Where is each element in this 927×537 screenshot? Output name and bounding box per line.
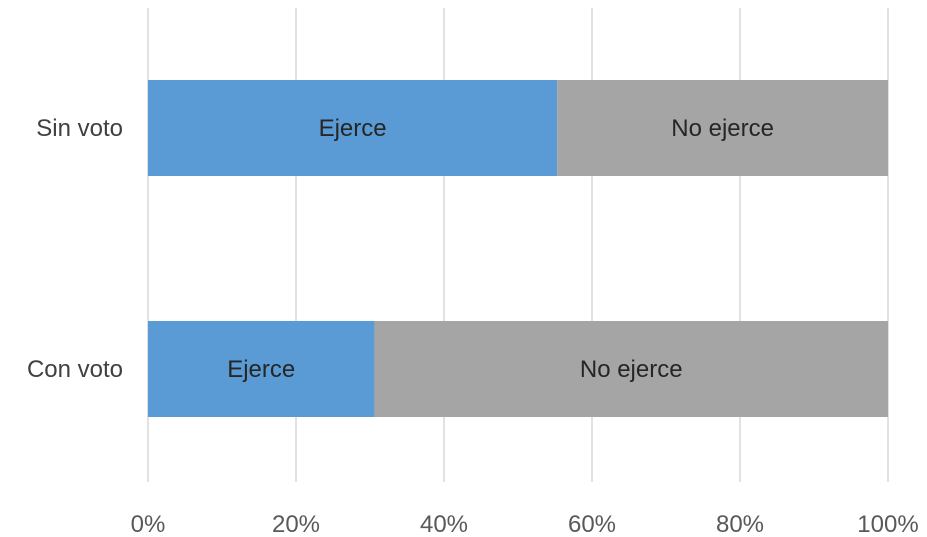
bar-segment-0-1 (557, 80, 888, 176)
bars (148, 80, 888, 417)
x-axis-ticks: 0% 20% 40% 60% 80% 100% (131, 511, 919, 537)
x-tick-label-3: 60% (568, 511, 616, 537)
x-tick-label-1: 20% (272, 511, 320, 537)
x-tick-label-0: 0% (131, 511, 166, 537)
data-label-0-0: Ejerce (319, 115, 387, 142)
bar-segment-1-1 (374, 321, 888, 417)
category-label-1: Con voto (27, 356, 123, 383)
category-label-0: Sin voto (36, 115, 123, 142)
bar-segment-1-0 (148, 321, 375, 417)
segment-labels: Ejerce No ejerce Ejerce No ejerce (227, 115, 774, 383)
data-label-1-0: Ejerce (227, 356, 295, 383)
data-label-1-1: No ejerce (580, 356, 683, 383)
x-tick-label-2: 40% (420, 511, 468, 537)
x-tick-label-5: 100% (857, 511, 918, 537)
category-labels: Sin voto Con voto (27, 115, 123, 383)
bar-segment-0-0 (148, 80, 558, 176)
x-tick-label-4: 80% (716, 511, 764, 537)
data-label-0-1: No ejerce (671, 115, 774, 142)
